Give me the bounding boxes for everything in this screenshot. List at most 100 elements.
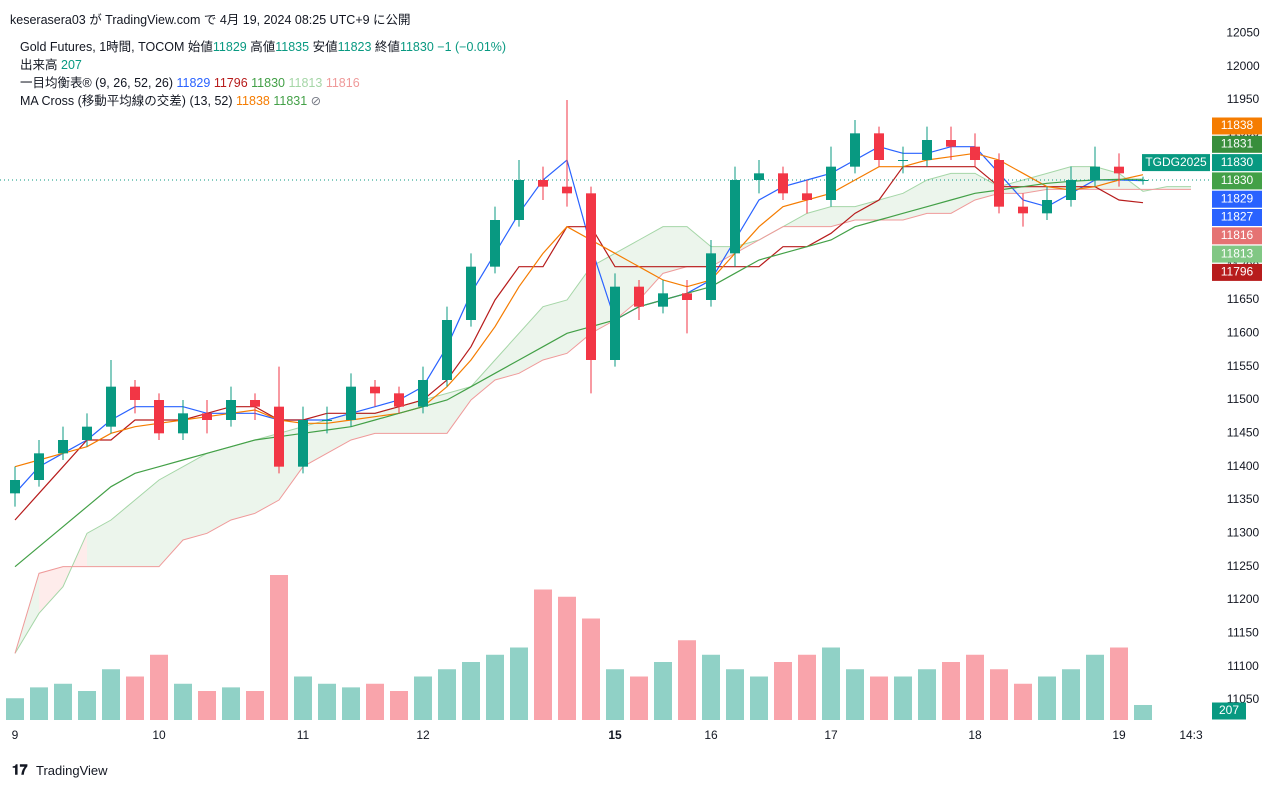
candle-body	[202, 413, 212, 420]
footer: TradingView	[36, 763, 108, 778]
candle-body	[730, 180, 740, 254]
y-tick-label: 11400	[1227, 459, 1260, 473]
y-tick-label: 11600	[1227, 326, 1260, 340]
volume-bar	[918, 669, 936, 720]
legend-value: 11838	[236, 94, 270, 108]
cloud-segment	[999, 180, 1023, 194]
price-label-box	[1212, 227, 1262, 245]
y-tick-label: 11250	[1227, 559, 1260, 573]
legend: Gold Futures, 1時間, TOCOM 始値11829 高値11835…	[20, 38, 506, 110]
y-tick-label: 11200	[1227, 592, 1260, 606]
volume-bar	[126, 676, 144, 720]
hide-icon[interactable]: ⊘	[310, 94, 322, 108]
cloud-segment	[1167, 186, 1191, 190]
volume-bar	[54, 683, 72, 720]
ohlc-key: 始値	[187, 40, 213, 54]
volume-bar	[462, 662, 480, 720]
price-label: 11813	[1221, 246, 1254, 260]
volume-bar	[1038, 676, 1056, 720]
cloud-segment	[855, 200, 879, 220]
symbol-badge	[1142, 154, 1210, 172]
candle-body	[322, 420, 332, 421]
candle-body	[130, 386, 140, 400]
cloud-segment	[615, 240, 639, 320]
volume-bar	[678, 640, 696, 720]
candle-body	[754, 173, 764, 180]
volume-bar	[294, 676, 312, 720]
cloud-segment	[279, 426, 303, 500]
candle-body	[994, 160, 1004, 207]
candle-body	[946, 140, 956, 147]
cloud-segment	[831, 206, 855, 227]
cloud-segment	[1143, 186, 1167, 192]
volume-bar	[870, 676, 888, 720]
candle-body	[298, 420, 308, 467]
volume-bar	[486, 654, 504, 720]
volume-bar	[78, 691, 96, 720]
y-tick-label: 12050	[1226, 26, 1260, 40]
candle-body	[586, 193, 596, 360]
y-tick-label: 11500	[1227, 392, 1260, 406]
candle-body	[706, 253, 716, 300]
y-tick-label: 11450	[1227, 426, 1260, 440]
cloud-segment	[423, 393, 447, 434]
candle-body	[610, 286, 620, 360]
cloud-segment	[111, 500, 135, 567]
indicator-line	[14, 146, 1144, 494]
price-label-box	[1212, 135, 1262, 153]
volume-bar	[846, 669, 864, 720]
cloud-segment	[375, 406, 399, 434]
price-label-box	[1212, 117, 1262, 135]
volume-bar	[1062, 669, 1080, 720]
price-label-box	[1212, 263, 1262, 281]
price-label: 11830	[1221, 155, 1254, 169]
cloud-segment	[975, 173, 999, 200]
cloud-segment	[207, 446, 231, 534]
legend-row: Gold Futures, 1時間, TOCOM 始値11829 高値11835…	[20, 38, 506, 56]
volume-bar	[342, 687, 360, 720]
volume-bar	[174, 683, 192, 720]
candle-body	[250, 400, 260, 407]
legend-value: 11796	[213, 76, 248, 90]
cloud-segment	[1095, 166, 1119, 190]
volume-bar	[1014, 683, 1032, 720]
volume-bar	[966, 654, 984, 720]
x-tick-label: 15	[608, 728, 622, 742]
volume-bar	[726, 669, 744, 720]
x-tick-label: 17	[824, 728, 838, 742]
volume-bar	[1086, 654, 1104, 720]
y-tick-label: 11650	[1227, 292, 1260, 306]
candle-body	[1138, 180, 1148, 181]
volume-bar	[558, 596, 576, 720]
cloud-segment	[399, 400, 423, 434]
y-tick-label: 11750	[1227, 226, 1260, 240]
y-tick-label: 11350	[1227, 492, 1260, 506]
volume-bar	[246, 691, 264, 720]
candle-body	[466, 266, 476, 320]
candle-body	[1114, 166, 1124, 174]
cloud-segment	[567, 266, 591, 354]
volume-bar	[774, 662, 792, 720]
candle-body	[562, 186, 572, 194]
candle-body	[346, 386, 356, 420]
legend-value: 11829	[176, 76, 211, 90]
candle-body	[1042, 200, 1052, 214]
candle-body	[970, 146, 980, 160]
price-label: 11827	[1221, 210, 1254, 224]
candle-body	[826, 166, 836, 200]
y-tick-label: 11100	[1227, 659, 1259, 673]
x-tick-label: 19	[1112, 728, 1126, 742]
x-tick-label: 11	[297, 728, 310, 742]
x-tick-label: 10	[152, 728, 166, 742]
cloud-segment	[663, 226, 687, 274]
cloud-segment	[495, 333, 519, 380]
candle-body	[778, 173, 788, 194]
volume-bar	[150, 654, 168, 720]
volume-bar	[942, 662, 960, 720]
price-label: 11816	[1221, 228, 1254, 242]
price-label: 11830	[1221, 173, 1254, 187]
volume-bar	[798, 654, 816, 720]
price-label-box	[1212, 154, 1262, 172]
publisher: keserasera03 が TradingView.com で 4月 19, …	[10, 13, 411, 27]
